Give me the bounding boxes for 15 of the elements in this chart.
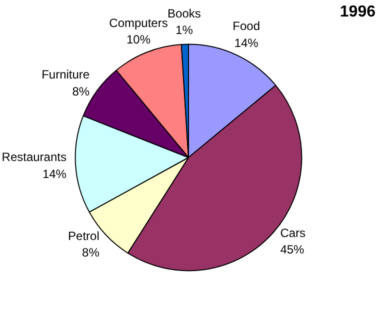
text: 1996 — [340, 4, 376, 20]
data-label: 8% — [82, 246, 100, 260]
slice-label: Restaurants — [2, 150, 66, 164]
slice-label: Computers — [109, 16, 168, 30]
slice-label: Petrol — [68, 228, 100, 243]
data-label: 1% — [176, 23, 194, 38]
slice-label: Cars — [280, 226, 306, 240]
data-label: 14% — [42, 166, 67, 181]
slice-label: Furniture — [42, 68, 90, 82]
slice-label: Books — [168, 6, 201, 20]
data-label: 45% — [280, 242, 305, 257]
data-label: 14% — [234, 36, 259, 50]
data-label: 10% — [126, 32, 151, 47]
slice-label: Food — [232, 19, 260, 34]
data-label: 8% — [72, 84, 90, 98]
